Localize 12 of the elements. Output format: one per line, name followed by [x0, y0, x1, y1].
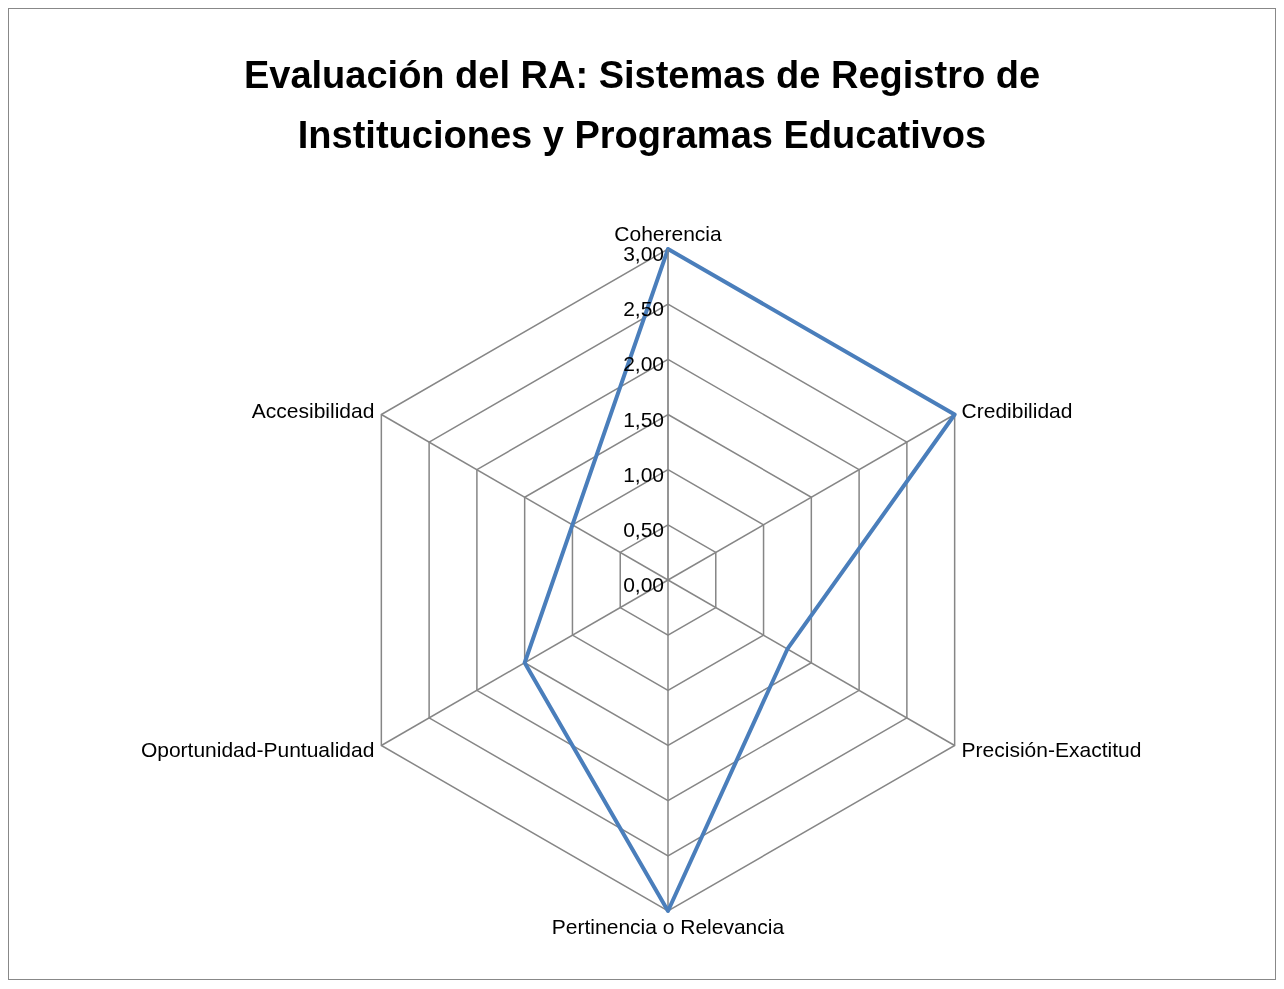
chart-title: Evaluación del RA: Sistemas de Registro de Instituciones y Programas Educativos [242, 53, 1042, 158]
y-tick-label: 0,50 [623, 517, 664, 541]
spoke-label: Oportunidad-Puntualidad [140, 737, 375, 761]
spoke-label: Pertinencia o Relevancia [551, 914, 785, 938]
spoke-label: Accesibilidad [251, 398, 375, 422]
y-tick-label: 0,00 [623, 573, 664, 596]
spoke-label: Precisión-Exactitud [961, 737, 1142, 761]
y-tick-label: 1,00 [623, 462, 664, 486]
y-tick-label: 3,00 [623, 242, 664, 265]
spoke-label: Coherencia [614, 222, 723, 245]
spoke-label: Credibilidad [961, 398, 1073, 422]
y-tick-label: 1,50 [623, 407, 664, 431]
